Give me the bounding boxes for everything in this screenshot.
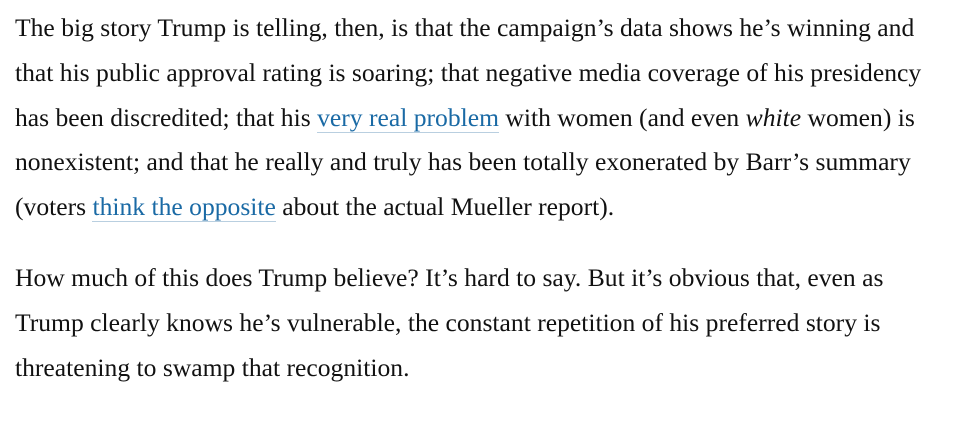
think-the-opposite-link[interactable]: think the opposite (92, 192, 276, 223)
paragraph-1: The big story Trump is telling, then, is… (15, 6, 950, 230)
paragraph-2: How much of this does Trump believe? It’… (15, 262, 884, 382)
paragraph-1-text-4: about the actual Mueller report). (275, 192, 615, 222)
article-body: The big story Trump is telling, then, is… (15, 6, 950, 382)
paragraph-1-text-2: with women (and even (499, 102, 746, 132)
paragraph-1-text-1: The big story Trump is telling, then, is… (15, 13, 922, 132)
paragraph-1-text-3: women) is nonexistent; and that he reall… (15, 102, 915, 222)
very-real-problem-link[interactable]: very real problem (317, 102, 499, 133)
emphasis-white: white (745, 102, 802, 132)
